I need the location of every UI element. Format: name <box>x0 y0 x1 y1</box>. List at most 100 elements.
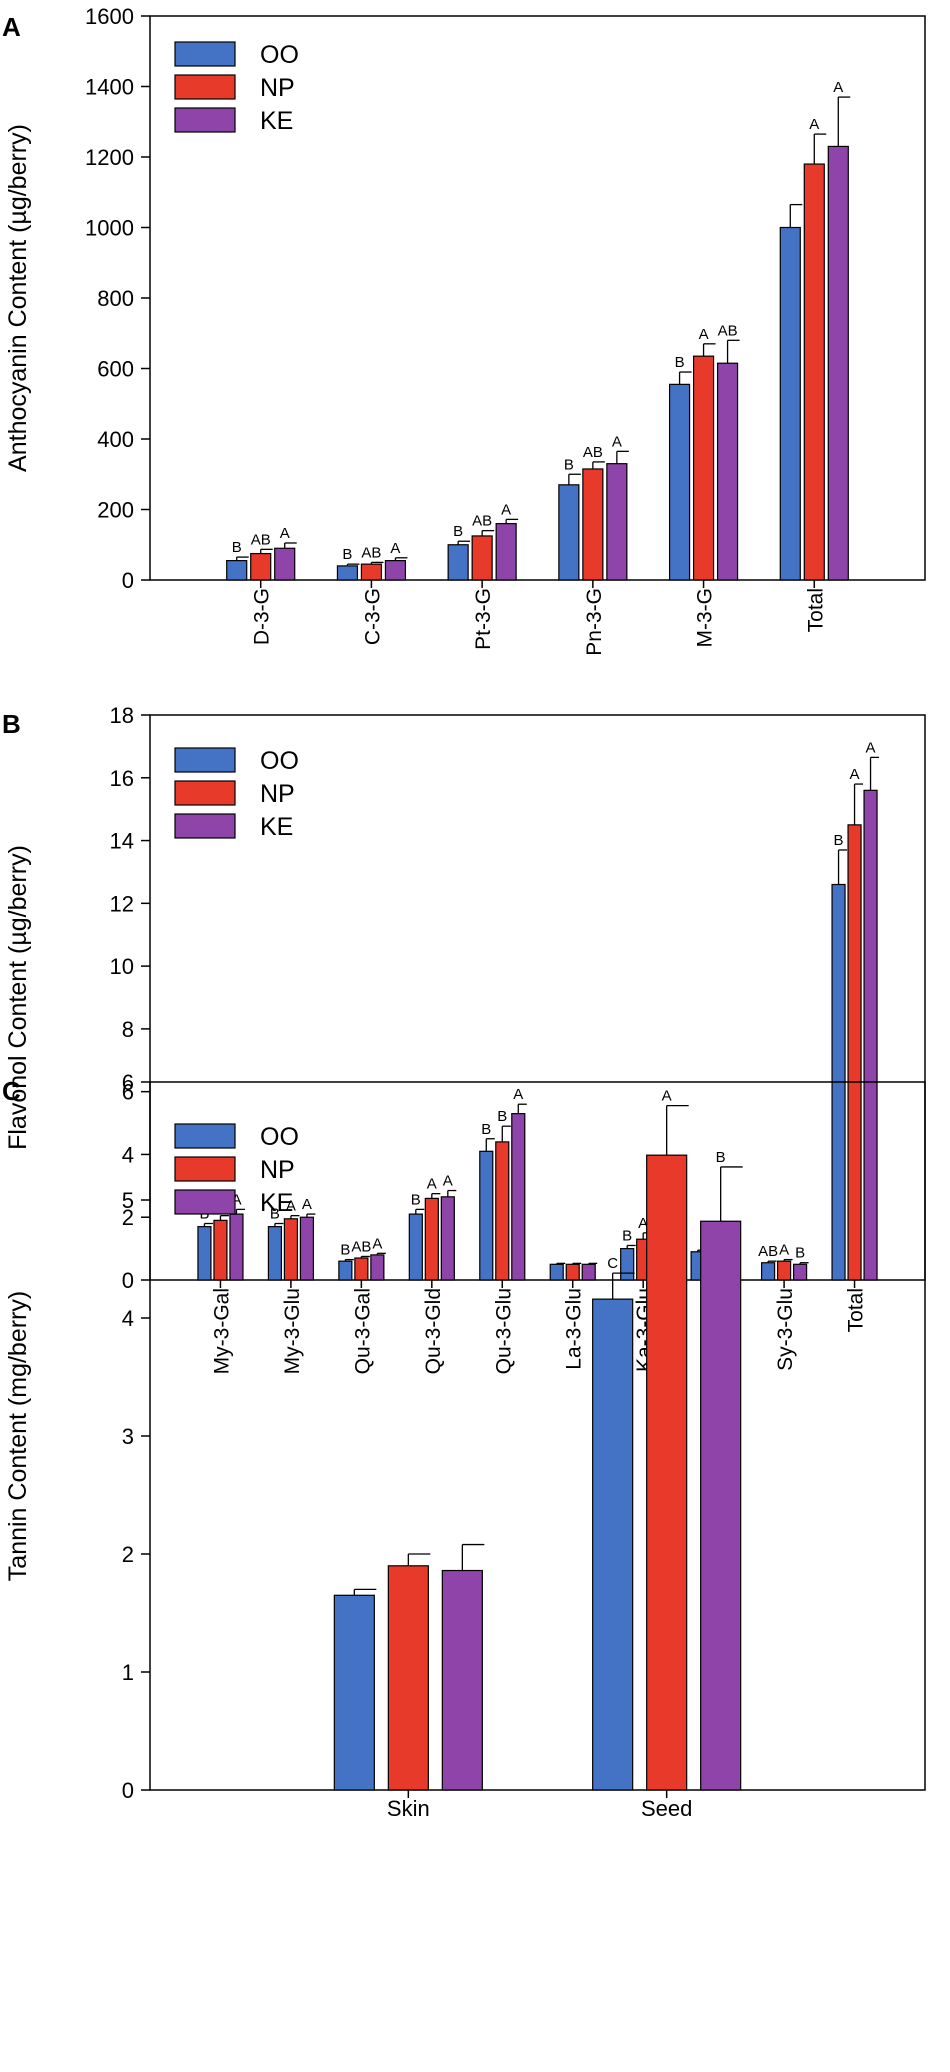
significance-letter: A <box>372 1235 382 1252</box>
bar-oo <box>558 484 580 581</box>
category-label: Sy-3-Glu <box>774 1288 797 1371</box>
panel-letter: A <box>2 12 21 42</box>
bar-ke <box>863 789 878 1281</box>
bar-ke <box>827 145 849 581</box>
bar-np <box>471 535 493 581</box>
category-label: D-3-G <box>251 588 274 645</box>
significance-letter: B <box>340 1242 350 1259</box>
significance-letter: B <box>564 456 574 473</box>
significance-letter: A <box>286 1198 296 1215</box>
category-label: Qu-3-Gal <box>351 1288 374 1374</box>
panel-a: A 0 200 400 600 800 1000 1200 1400 1600 Anthocyani… <box>2 4 926 656</box>
y-tick-label: 200 <box>97 498 134 523</box>
bar-oo <box>338 1260 353 1281</box>
y-tick-label: 6 <box>122 1070 134 1095</box>
significance-letter: B <box>716 1149 726 1166</box>
y-tick-label: 5 <box>122 1188 134 1213</box>
significance-letter: A <box>302 1196 312 1213</box>
significance-letter: A <box>280 525 290 542</box>
y-axis-label: Flavonol Content (µg/berry) <box>4 845 32 1150</box>
y-tick-label: 1600 <box>85 4 134 29</box>
category-label: My-3-Glu <box>281 1288 304 1374</box>
significance-letter: A <box>390 540 400 557</box>
significance-letter: B <box>622 1227 632 1244</box>
legend-label: NP <box>260 780 295 808</box>
bar-oo <box>267 1226 283 1281</box>
bar-np <box>803 163 825 581</box>
y-tick-label: 0 <box>122 1268 134 1293</box>
category-label: Qu-3-Glu <box>492 1288 515 1374</box>
significance-letter: A <box>779 1242 789 1259</box>
bar-np <box>776 1260 792 1281</box>
significance-letter: AB <box>718 322 738 339</box>
bar-np <box>213 1219 228 1281</box>
panel-b: B 0 2 4 6 8 10 12 14 16 18 Flavonol Content (µg/ber… <box>2 703 926 1374</box>
bar-np <box>283 1218 299 1281</box>
bar-ke <box>495 522 517 581</box>
bar-oo <box>447 544 469 581</box>
significance-letter: B <box>675 354 685 371</box>
y-tick-label: 800 <box>97 286 134 311</box>
bar-oo <box>408 1213 423 1281</box>
y-tick-label: 1400 <box>85 75 134 100</box>
significance-letter: B <box>481 1121 491 1138</box>
y-tick-label: 3 <box>122 1424 134 1449</box>
category-label: Seed <box>641 1796 692 1821</box>
bar-oo <box>333 1594 375 1791</box>
category-label: My-3-Gal <box>210 1288 233 1374</box>
significance-letter: B <box>342 546 352 563</box>
bar-ke <box>384 560 407 581</box>
legend-label: NP <box>260 1156 295 1184</box>
category-label: M-3-G <box>694 588 717 648</box>
y-tick-label: 4 <box>122 1142 134 1167</box>
bar-np <box>582 468 604 581</box>
legend-label: KE <box>260 107 293 135</box>
y-tick-label: 1 <box>122 1660 134 1685</box>
y-tick-label: 12 <box>110 891 134 916</box>
significance-letter: B <box>834 832 844 849</box>
significance-letter: AB <box>251 531 271 548</box>
panel-c: C 0 1 2 3 4 5 6 Tannin Content (mg/berry) Skin See… <box>2 1070 926 1821</box>
bar-ke <box>440 1196 455 1281</box>
y-tick-label: 2 <box>122 1542 134 1567</box>
bar-np <box>354 1257 369 1281</box>
significance-letter: A <box>612 433 622 450</box>
significance-letter: B <box>232 539 242 556</box>
y-tick-label: 18 <box>110 703 134 728</box>
legend-label: KE <box>260 813 293 841</box>
significance-letter: B <box>795 1245 805 1262</box>
panel-letter: C <box>2 1076 21 1106</box>
bar-np <box>424 1197 439 1281</box>
significance-letter: A <box>638 1215 648 1232</box>
bar-ke <box>792 1263 808 1281</box>
bar-np <box>847 824 862 1281</box>
y-tick-label: 4 <box>122 1306 134 1331</box>
category-label: La-3-Glu <box>563 1288 586 1370</box>
y-axis-label: Anthocyanin Content (µg/berry) <box>4 124 32 472</box>
significance-letter: A <box>501 501 511 518</box>
bar-ke <box>299 1216 315 1281</box>
significance-letter: A <box>443 1173 453 1190</box>
bar-oo <box>197 1226 212 1281</box>
bar-np <box>360 563 383 581</box>
bar-np <box>387 1565 429 1791</box>
bar-ke <box>274 547 296 581</box>
bar-oo <box>549 1263 564 1281</box>
bar-ke <box>511 1113 526 1281</box>
legend-swatch-np <box>174 1156 236 1182</box>
category-label: Skin <box>387 1796 430 1821</box>
bar-ke <box>229 1213 244 1281</box>
panel-letter: B <box>2 709 21 739</box>
bar-oo <box>779 226 801 581</box>
legend-swatch-ke <box>174 813 236 839</box>
y-tick-label: 2 <box>122 1205 134 1230</box>
bar-ke <box>370 1254 385 1281</box>
legend-swatch-np <box>174 74 236 100</box>
y-tick-label: 600 <box>97 357 134 382</box>
category-label: Total <box>845 1288 868 1332</box>
bar-ke <box>716 362 739 581</box>
significance-letter: AB <box>351 1238 371 1255</box>
category-label: Total <box>804 588 827 632</box>
bar-np <box>250 552 272 581</box>
y-tick-label: 14 <box>110 829 134 854</box>
